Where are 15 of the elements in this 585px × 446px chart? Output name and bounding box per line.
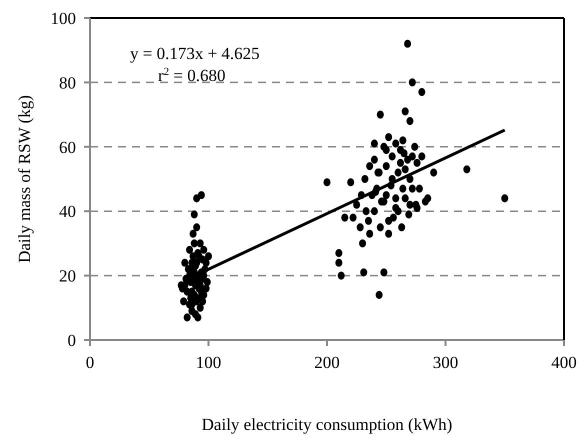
y-tick-label: 40 [59, 202, 76, 222]
y-tick-label: 80 [59, 73, 76, 92]
x-axis-title: Daily electricity consumption (kWh) [202, 415, 452, 434]
x-tick-label: 100 [196, 353, 222, 372]
y-tick-label: 60 [59, 138, 76, 157]
annotation: r$^{2}$ = 0.680 [158, 66, 226, 85]
x-tick-label: 0 [86, 353, 94, 372]
x-tick-label: 200 [314, 353, 340, 372]
y-tick-label: 0 [68, 331, 76, 350]
x-tick-label: 300 [432, 353, 458, 372]
x-tick-label: 400 [551, 353, 577, 372]
annotation: y = 0.173x + 4.625 [130, 44, 260, 63]
y-axis-title: Daily mass of RSW (kg) [15, 95, 34, 263]
y-tick-label: 100 [50, 9, 76, 28]
y-tick-label: 20 [59, 266, 76, 286]
